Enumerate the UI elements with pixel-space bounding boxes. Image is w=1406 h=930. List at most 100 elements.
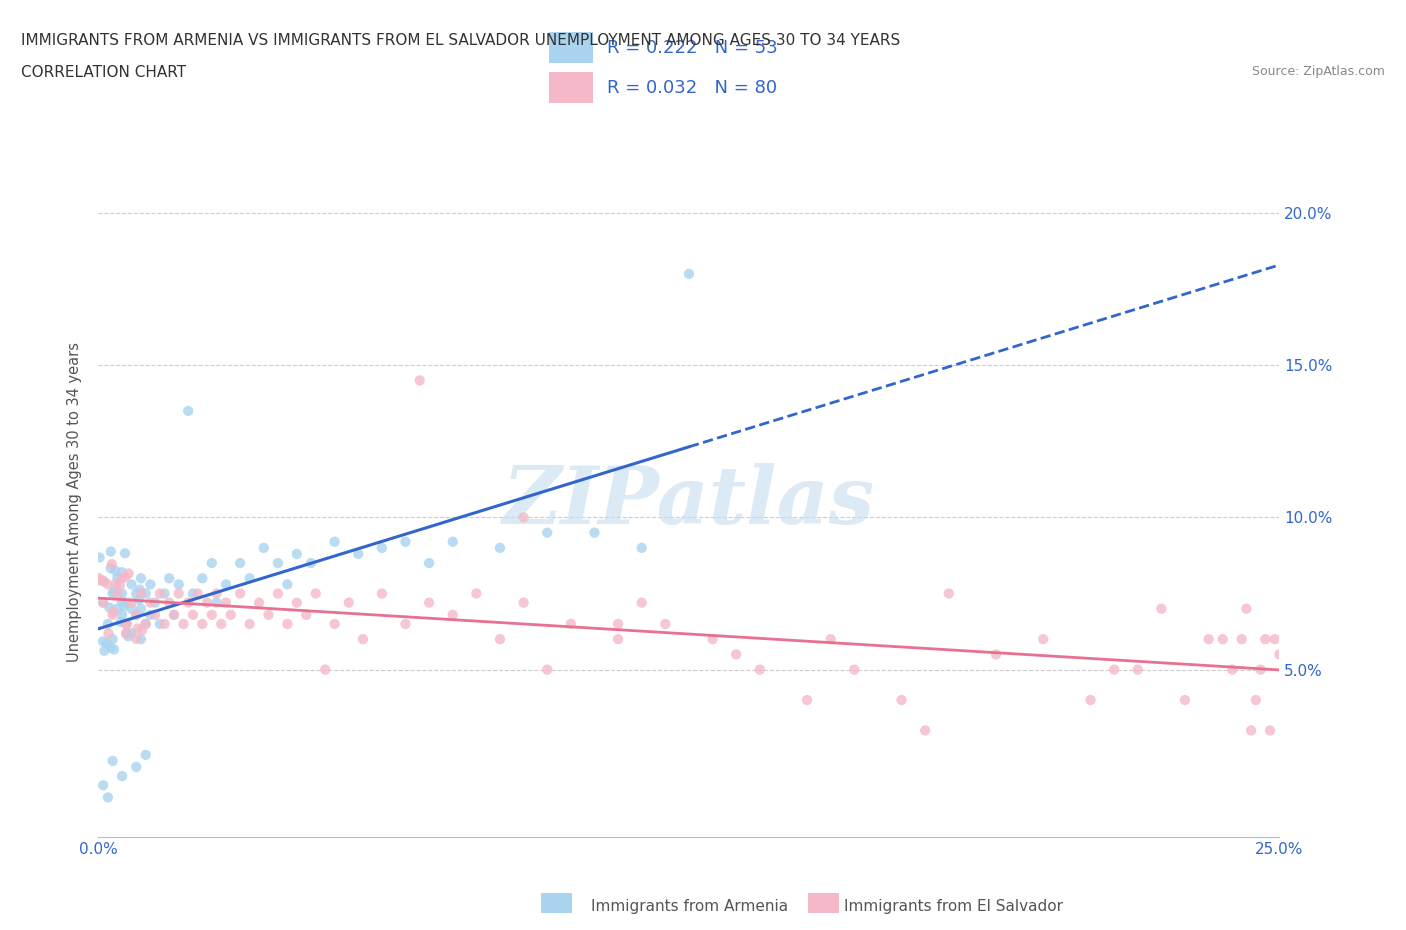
Point (239, 571, 262, 586)
Point (1254, 631, 1277, 646)
Point (114, 570, 136, 585)
Point (117, 629, 139, 644)
Point (441, 535, 464, 550)
Point (97, 790, 120, 804)
Point (489, 540, 512, 555)
Point (111, 565, 134, 579)
Point (115, 617, 138, 631)
Point (91, 573, 114, 588)
Bar (548, 33, 593, 63)
Point (299, 555, 322, 570)
Point (201, 555, 224, 570)
Text: IMMIGRANTS FROM ARMENIA VS IMMIGRANTS FROM EL SALVADOR UNEMPLOYMENT AMONG AGES 3: IMMIGRANTS FROM ARMENIA VS IMMIGRANTS FR… (21, 33, 900, 47)
Point (489, 631, 512, 646)
Point (93, 644, 115, 658)
Point (100, 561, 122, 576)
Point (87, 571, 110, 586)
Point (101, 753, 124, 768)
Point (97, 577, 120, 591)
Point (1198, 631, 1220, 646)
Point (1102, 662, 1125, 677)
Point (117, 566, 139, 581)
Point (560, 617, 582, 631)
Point (97, 617, 120, 631)
Point (115, 626, 138, 641)
Point (157, 571, 180, 586)
Point (1220, 662, 1243, 677)
Point (1126, 662, 1149, 677)
Point (143, 595, 166, 610)
Point (512, 595, 534, 610)
Point (139, 607, 162, 622)
Point (205, 595, 228, 610)
Point (394, 617, 416, 631)
Point (89, 550, 111, 565)
Point (115, 595, 138, 610)
Point (111, 571, 134, 586)
Point (91, 777, 114, 792)
Point (163, 607, 186, 622)
Point (418, 555, 440, 570)
Point (149, 586, 172, 601)
Point (153, 586, 176, 601)
Point (512, 510, 534, 525)
Point (143, 607, 166, 622)
Point (305, 586, 328, 601)
Point (149, 617, 172, 631)
Point (101, 557, 124, 572)
Point (135, 617, 157, 631)
Point (253, 540, 276, 555)
Point (105, 586, 128, 601)
Point (938, 586, 960, 601)
Point (115, 617, 138, 631)
Text: Immigrants from Armenia: Immigrants from Armenia (591, 899, 787, 914)
Point (191, 571, 214, 586)
Point (239, 617, 262, 631)
Point (177, 595, 200, 610)
Point (125, 760, 148, 775)
Point (129, 571, 152, 586)
Point (105, 602, 128, 617)
Point (820, 631, 842, 646)
Point (371, 540, 394, 555)
Point (1234, 602, 1257, 617)
Point (104, 564, 127, 578)
Point (394, 535, 416, 550)
Point (285, 547, 308, 562)
Point (111, 769, 134, 784)
Point (89, 573, 111, 588)
Point (101, 586, 124, 601)
Text: Immigrants from El Salvador: Immigrants from El Salvador (844, 899, 1063, 914)
Y-axis label: Unemployment Among Ages 30 to 34 years: Unemployment Among Ages 30 to 34 years (67, 342, 83, 662)
Point (441, 607, 464, 622)
Point (111, 607, 134, 622)
Point (121, 602, 143, 617)
Point (103, 604, 125, 619)
Point (129, 586, 152, 601)
Point (105, 577, 128, 591)
Point (276, 617, 298, 631)
Point (347, 547, 370, 562)
Point (352, 631, 374, 646)
Point (1250, 662, 1272, 677)
Point (630, 595, 652, 610)
Point (101, 631, 124, 646)
Point (323, 617, 346, 631)
Point (796, 693, 818, 708)
Point (607, 631, 630, 646)
Point (181, 586, 204, 601)
Point (371, 586, 394, 601)
Point (135, 748, 157, 763)
Point (914, 723, 936, 737)
Point (153, 617, 176, 631)
Point (201, 607, 224, 622)
Point (215, 595, 238, 610)
Point (91, 595, 114, 610)
Point (247, 595, 270, 610)
Point (108, 578, 131, 592)
Point (105, 571, 128, 586)
Point (984, 647, 1007, 662)
Point (111, 594, 134, 609)
Point (654, 617, 676, 631)
Point (131, 623, 153, 638)
